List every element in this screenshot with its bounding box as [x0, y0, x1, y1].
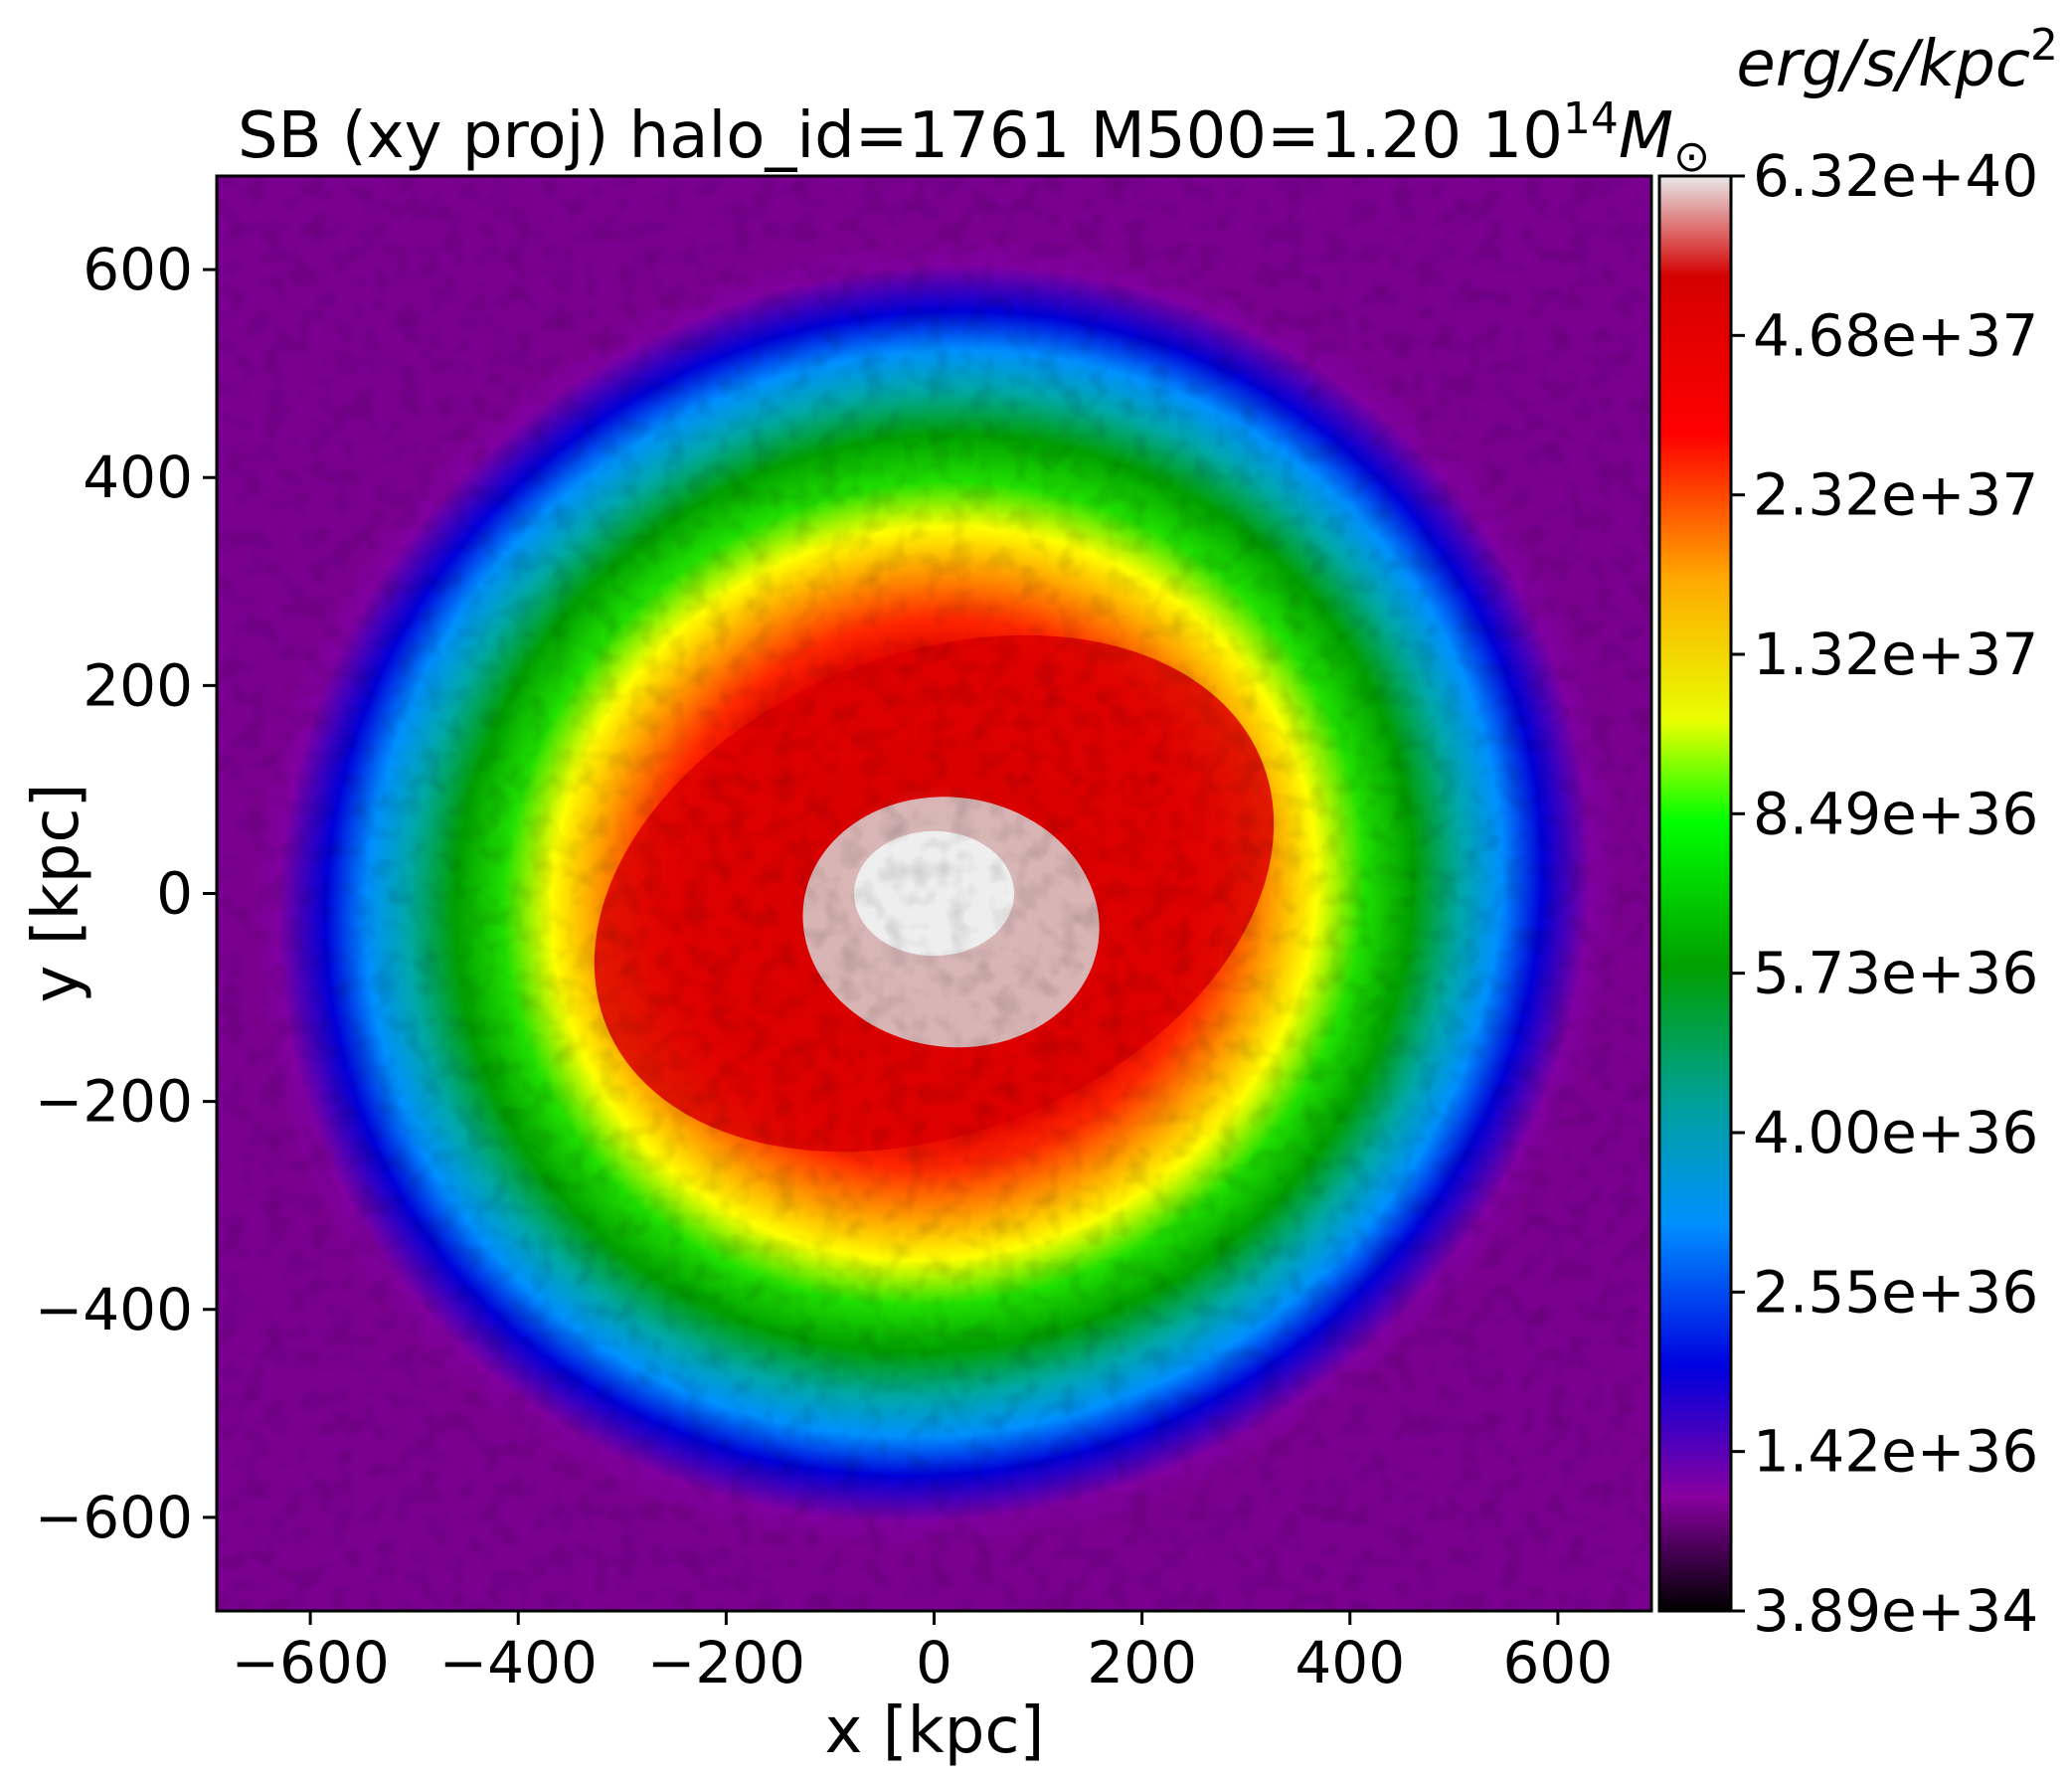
colorbar-tick-label: 1.32e+37 [1753, 621, 2038, 688]
heatmap-area [217, 176, 1651, 1611]
colorbar-tick-label: 3.89e+34 [1753, 1577, 2038, 1645]
colorbar-tick-label: 4.00e+36 [1753, 1099, 2038, 1166]
colorbar-tick-label: 4.68e+37 [1753, 301, 2038, 369]
colorbar-tick-label: 8.49e+36 [1753, 780, 2038, 847]
title-exponent: 14 [1563, 93, 1619, 144]
title-text: SB (xy proj) halo_id=1761 M500=1.20 10 [238, 99, 1563, 173]
x-tick-label: −600 [231, 1629, 389, 1696]
y-tick-label: 200 [83, 651, 193, 719]
title-mass-symbol: M [1619, 99, 1673, 173]
x-axis-label: x [kpc] [824, 1694, 1044, 1768]
x-tick-label: −200 [647, 1629, 805, 1696]
y-tick-label: −400 [35, 1276, 193, 1343]
x-tick-label: 400 [1295, 1629, 1405, 1696]
colorbar-ticks: 6.32e+40 4.68e+37 2.32e+37 1.32e+37 8.49e+36… [1731, 142, 2038, 1645]
colorbar-tick-label: 1.42e+36 [1753, 1418, 2038, 1486]
y-tick-label: 0 [156, 860, 193, 928]
colorbar-tick-label: 5.73e+36 [1753, 940, 2038, 1007]
title-sun-symbol: ⊙ [1673, 131, 1710, 182]
y-tick-label: 600 [83, 236, 193, 303]
y-tick-label: −600 [35, 1484, 193, 1551]
colorbar-unit: erg/s/kpc2 [1736, 20, 2058, 101]
y-axis-label: y [kpc] [20, 783, 93, 1002]
unit-base: erg/s/kpc [1736, 28, 2030, 101]
y-tick-label: −200 [35, 1068, 193, 1136]
colorbar-tick-label: 2.55e+36 [1753, 1258, 2038, 1326]
x-tick-label: 0 [916, 1629, 952, 1696]
x-tick-label: 200 [1087, 1629, 1197, 1696]
unit-exponent: 2 [2030, 20, 2058, 71]
chart-title: SB (xy proj) halo_id=1761 M500=1.20 1014… [238, 93, 1710, 182]
heatmap-noise-texture [217, 176, 1651, 1611]
x-tick-label: −400 [439, 1629, 598, 1696]
colorbar-tick-label: 2.32e+37 [1753, 461, 2038, 529]
colorbar [1657, 174, 1733, 1613]
x-tick-label: 600 [1503, 1629, 1614, 1696]
y-tick-label: 400 [83, 444, 193, 511]
y-axis: 600 400 200 0 −200 −400 −600 [35, 236, 217, 1551]
x-axis: −600 −400 −200 0 200 400 600 [231, 1611, 1613, 1696]
colorbar-tick-label: 6.32e+40 [1753, 142, 2038, 210]
